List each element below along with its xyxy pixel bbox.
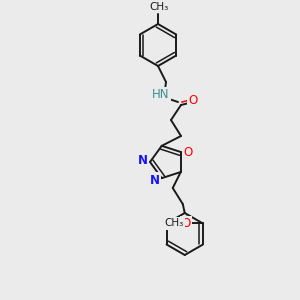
Text: O: O	[183, 146, 192, 158]
Text: N: N	[150, 174, 160, 187]
Text: O: O	[188, 94, 198, 107]
Text: O: O	[181, 217, 190, 230]
Text: HN: HN	[152, 88, 170, 101]
Text: CH₃: CH₃	[149, 2, 169, 12]
Text: CH₃: CH₃	[164, 218, 184, 229]
Text: N: N	[138, 154, 148, 166]
